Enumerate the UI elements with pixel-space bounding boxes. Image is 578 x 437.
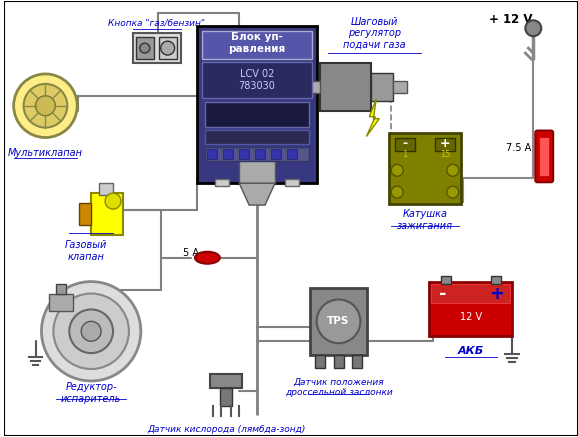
Text: +: + [439,137,450,150]
Bar [159,37,177,59]
Bar [205,147,309,161]
Bar [239,149,249,160]
Bar [304,81,320,93]
Text: Мультиклапан: Мультиклапан [8,149,83,159]
Polygon shape [239,183,275,205]
Bar [79,203,91,225]
Text: Редуктор-
испаритель: Редуктор- испаритель [61,382,121,404]
FancyBboxPatch shape [535,131,553,182]
Bar [314,355,325,368]
Bar [210,374,242,388]
Circle shape [105,193,121,209]
Circle shape [14,74,77,138]
Bar [393,81,407,93]
Bar [310,288,368,355]
Bar [371,73,393,101]
Bar [389,132,461,204]
Bar [334,355,343,368]
Bar [429,281,513,336]
Text: 12 V: 12 V [460,312,481,323]
Bar [220,388,232,406]
Bar [223,149,234,160]
Circle shape [53,294,129,369]
Text: Датчик кислорода (лямбда-зонд): Датчик кислорода (лямбда-зонд) [147,425,305,434]
Bar [395,138,415,152]
Text: 7.5 А: 7.5 А [506,143,531,153]
Bar [435,138,455,152]
Text: 15: 15 [440,150,450,159]
Text: Блок уп-
равления: Блок уп- равления [228,32,286,54]
Circle shape [81,321,101,341]
Text: Газовый
клапан: Газовый клапан [65,240,108,262]
Text: LCV 02
783030: LCV 02 783030 [239,69,276,91]
Circle shape [140,43,150,53]
Text: Катушка
зажигания: Катушка зажигания [397,209,453,231]
Bar [136,37,154,59]
Bar [285,179,299,186]
Circle shape [391,186,403,198]
Text: TPS: TPS [327,316,350,326]
Bar [239,156,275,183]
Text: 1: 1 [402,150,407,159]
Circle shape [317,299,361,343]
Circle shape [35,96,55,116]
Polygon shape [366,99,379,136]
Text: АКБ: АКБ [458,346,484,356]
Bar [431,284,510,303]
Bar [208,149,217,160]
Circle shape [69,309,113,353]
Circle shape [447,164,459,176]
Bar [255,149,265,160]
Bar [271,149,281,160]
Circle shape [24,84,67,128]
Circle shape [447,186,459,198]
Bar [91,193,123,235]
Bar [202,62,312,98]
Circle shape [161,41,175,55]
Bar [57,284,66,294]
Circle shape [525,20,541,36]
Circle shape [391,164,403,176]
Text: Кнопка "газ/бензин": Кнопка "газ/бензин" [108,19,205,28]
Bar [216,179,229,186]
Bar [320,63,371,111]
Bar [202,31,312,59]
Bar [441,276,451,284]
Bar [491,276,501,284]
Text: Датчик положения
дроссельной заслонки: Датчик положения дроссельной заслонки [285,377,392,397]
Text: + 12 V: + 12 V [488,13,532,26]
Text: 5 А: 5 А [183,248,199,258]
Bar [353,355,362,368]
Text: -: - [402,137,407,150]
Bar [287,149,297,160]
Bar [50,294,73,312]
Bar [99,183,113,195]
Circle shape [42,281,141,381]
Bar [205,130,309,145]
Bar [133,33,180,63]
Bar [198,26,317,183]
Text: -: - [439,284,447,302]
Bar [539,136,549,176]
Ellipse shape [195,252,220,264]
Text: +: + [489,284,504,302]
Text: Шаговый
регулятор
подачи газа: Шаговый регулятор подачи газа [343,17,406,50]
Bar [205,102,309,127]
